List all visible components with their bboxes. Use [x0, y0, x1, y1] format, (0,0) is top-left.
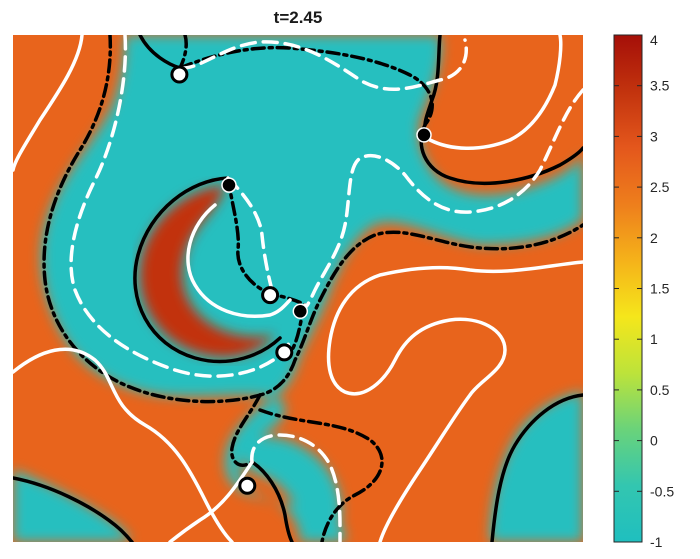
- black-defect-marker: [221, 177, 237, 193]
- contour-solid-black-6: [250, 460, 294, 542]
- white-defect-marker: [238, 476, 257, 495]
- colorbar-ticks: 4 3.5 3 2.5 2 1.5 1 0.5 0 -0.5 -1: [614, 32, 674, 550]
- colorbar-tick-label: 4: [650, 32, 658, 48]
- colorbar-tick-label: -0.5: [650, 483, 674, 499]
- contour-solid-white-2: [186, 203, 292, 318]
- teal-region-bottom-right: [490, 392, 583, 542]
- crescent-core: [139, 185, 275, 358]
- teal-field: [13, 35, 583, 542]
- plot-area: [13, 35, 583, 542]
- colorbar-tick-label: 1.5: [650, 281, 670, 297]
- contour-dash-black-2: [226, 176, 307, 307]
- contour-solid-black-4: [13, 476, 134, 542]
- teal-region-central: [41, 35, 583, 542]
- colorbar: 4 3.5 3 2.5 2 1.5 1 0.5 0 -0.5 -1: [613, 32, 674, 550]
- colorbar-tick-label: 0: [650, 433, 658, 449]
- contour-lines: [13, 35, 583, 542]
- contour-dash-black-7: [178, 35, 188, 70]
- colorbar-tick-label: 2: [650, 230, 658, 246]
- colorbar-tick-label: -1: [650, 534, 663, 550]
- contour-dash-black-6: [258, 408, 384, 542]
- contour-dash-white-4: [303, 88, 583, 309]
- contour-solid-black-5: [490, 393, 583, 542]
- white-defect-marker: [261, 286, 280, 305]
- colorbar-tick-label: 0.5: [650, 382, 670, 398]
- contour-dash-white-3: [226, 176, 274, 292]
- contour-solid-white-4: [326, 260, 583, 542]
- colorbar-tick-label: 3: [650, 128, 658, 144]
- colorbar-tick-label: 1: [650, 331, 658, 347]
- contour-dash-white-5: [250, 433, 342, 542]
- contour-solid-black-2: [419, 123, 583, 186]
- white-defect-marker: [170, 65, 189, 84]
- chart-title: t=2.45: [274, 8, 323, 27]
- contour-solid-white-1: [13, 35, 84, 172]
- contour-solid-white-6: [168, 460, 254, 542]
- teal-region-bottom-left: [13, 470, 130, 542]
- contour-dash-black-5: [230, 393, 262, 467]
- white-defect-marker: [275, 343, 294, 362]
- contour-solid-white-5: [428, 35, 563, 150]
- black-defect-marker: [292, 303, 309, 320]
- defect-markers: [170, 65, 432, 495]
- colorbar-tick-label: 2.5: [650, 179, 670, 195]
- contour-dash-white-1: [178, 38, 468, 91]
- teal-region-lower-mid: [242, 436, 342, 540]
- contour-solid-black-1: [133, 176, 282, 364]
- colorbar-tick-label: 3.5: [650, 78, 670, 94]
- black-defect-marker: [416, 127, 432, 143]
- contour-solid-white-3: [13, 347, 234, 542]
